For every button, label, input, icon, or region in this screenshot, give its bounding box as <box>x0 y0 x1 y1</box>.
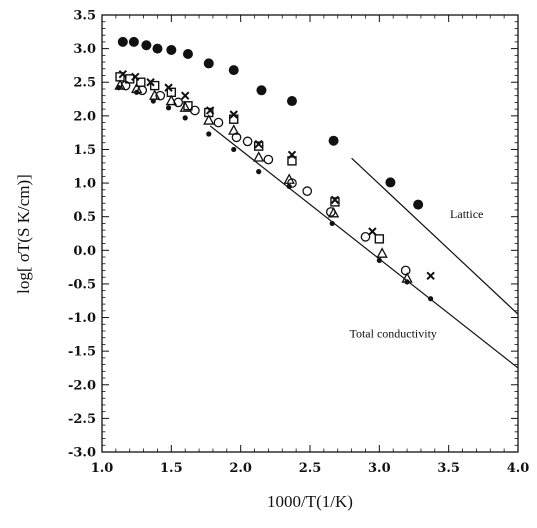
point-cross <box>426 271 435 281</box>
point-open-circle <box>213 117 224 128</box>
x-axis-label: 1000/T(1/K) <box>267 492 353 511</box>
y-tick-label: 3.5 <box>73 9 96 24</box>
point-filled-circle-large <box>256 85 267 96</box>
point-open-circle <box>137 85 148 96</box>
y-tick-label: -2.0 <box>68 378 96 393</box>
point-open-triangle <box>179 101 191 112</box>
point-filled-circle-large <box>385 177 396 188</box>
point-cross <box>229 110 238 119</box>
point-cross <box>146 78 155 87</box>
point-cross <box>180 91 190 100</box>
point-open-circle <box>325 207 336 217</box>
y-tick-label: 0.0 <box>73 244 96 259</box>
point-filled-circle-large <box>166 44 177 55</box>
y-tick-label: 0.5 <box>73 210 96 225</box>
point-cross <box>368 227 377 236</box>
y-tick-label: 2.5 <box>73 76 96 91</box>
point-open-circle <box>400 265 411 276</box>
point-filled-circle-small <box>428 296 434 302</box>
point-open-circle <box>360 232 371 242</box>
point-filled-circle-small <box>116 85 122 91</box>
point-filled-circle-large <box>141 40 152 51</box>
point-cross <box>164 83 173 92</box>
point-filled-circle-large <box>413 199 424 210</box>
point-cross <box>131 72 140 82</box>
y-tick-label: 3.0 <box>73 42 96 57</box>
point-open-circle <box>190 105 200 116</box>
point-cross <box>287 150 297 160</box>
fit-line <box>351 157 519 315</box>
point-filled-circle-large <box>182 48 193 59</box>
point-filled-circle-large <box>117 36 128 47</box>
point-open-circle <box>287 178 297 188</box>
point-open-square <box>330 197 340 207</box>
point-filled-circle-large <box>203 58 214 69</box>
point-open-square <box>287 156 297 166</box>
y-tick-label: 1.0 <box>73 177 96 192</box>
point-open-triangle <box>253 151 265 162</box>
y-tick-label: -3.0 <box>68 446 96 461</box>
point-cross <box>254 139 263 149</box>
plot-frame <box>101 14 519 453</box>
point-open-triangle <box>327 206 340 218</box>
y-tick-label: 2.0 <box>73 109 96 124</box>
point-open-triangle <box>165 94 178 106</box>
point-open-circle <box>242 136 253 147</box>
point-filled-circle-small <box>256 169 262 175</box>
x-tick-label: 3.0 <box>368 461 391 476</box>
point-filled-circle-small <box>376 257 382 263</box>
annotations: Lattice Total conductivity <box>349 207 483 341</box>
point-filled-circle-small <box>329 220 335 227</box>
y-tick-label: -1.0 <box>68 311 96 326</box>
data-points <box>114 36 435 302</box>
point-open-square <box>253 141 264 151</box>
point-filled-circle-large <box>228 65 239 76</box>
point-open-circle <box>155 90 166 101</box>
point-filled-circle-large <box>128 36 139 47</box>
point-filled-circle-small <box>182 115 188 121</box>
x-tick-label: 3.5 <box>437 461 460 476</box>
point-cross <box>330 195 340 205</box>
point-open-circle <box>302 186 313 196</box>
x-tick-label: 2.0 <box>229 461 252 476</box>
y-tick-label: -1.5 <box>68 345 96 360</box>
annotation-total-conductivity: Total conductivity <box>349 327 436 341</box>
fit-line <box>209 125 519 369</box>
point-cross <box>205 106 215 115</box>
point-open-circle <box>263 154 274 165</box>
axis-ticks: 1.0 1.5 2.0 2.5 3.0 3.5 4.0 3.5 3.0 2.5 2.0 1.5 1.0 0… <box>68 9 529 477</box>
y-tick-label: 1.5 <box>73 143 96 158</box>
plot-border <box>101 14 519 453</box>
point-filled-circle-small <box>206 131 212 137</box>
x-tick-label: 1.0 <box>91 461 114 476</box>
point-filled-circle-large <box>152 43 163 54</box>
point-filled-circle-small <box>134 89 140 95</box>
point-open-circle <box>173 97 184 108</box>
point-open-circle <box>231 132 242 143</box>
y-tick-label: -0.5 <box>68 277 96 292</box>
point-open-square <box>374 234 385 244</box>
point-open-circle <box>120 80 131 91</box>
x-tick-label: 1.5 <box>160 461 183 476</box>
x-tick-label: 4.0 <box>507 461 530 476</box>
point-filled-circle-large <box>328 135 339 146</box>
point-filled-circle-small <box>286 183 292 190</box>
point-filled-circle-small <box>404 279 410 285</box>
point-filled-circle-small <box>231 146 237 153</box>
point-filled-circle-small <box>150 98 156 104</box>
x-tick-label: 2.5 <box>299 461 322 476</box>
point-open-triangle <box>203 114 215 125</box>
point-filled-circle-large <box>286 96 297 107</box>
y-tick-label: -2.5 <box>68 412 96 427</box>
point-filled-circle-small <box>165 105 172 111</box>
point-cross <box>118 69 128 79</box>
y-axis-label: log[ σT(S K/cm)] <box>14 174 33 294</box>
annotation-lattice: Lattice <box>450 207 483 221</box>
point-open-triangle <box>376 247 388 258</box>
fit-lines <box>209 125 519 369</box>
